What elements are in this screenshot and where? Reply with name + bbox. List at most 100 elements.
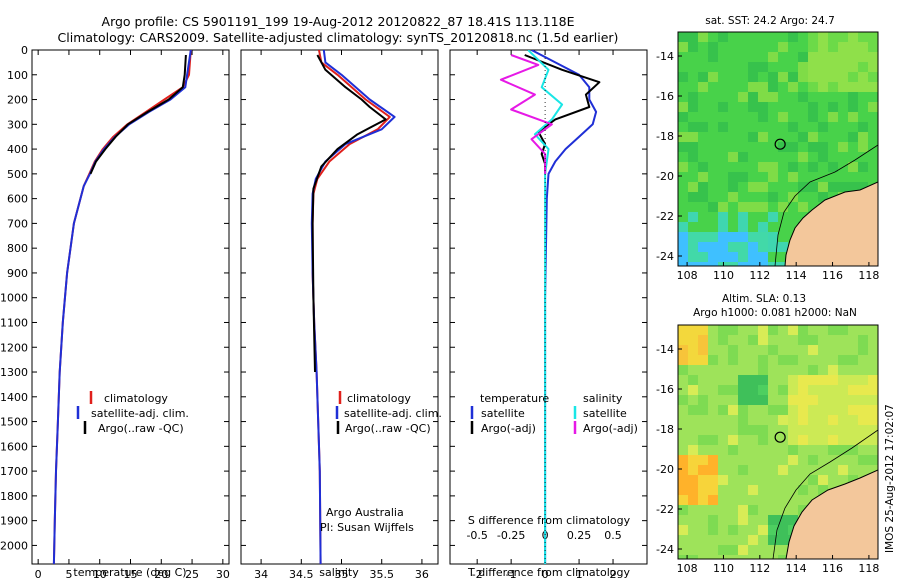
field-cell [838, 415, 848, 425]
field-cell [808, 132, 818, 142]
field-cell [678, 485, 688, 495]
x-tick-label: 2 [610, 568, 617, 580]
field-cell [718, 252, 728, 262]
x-tick-label: 15 [124, 568, 138, 580]
field-cell [718, 545, 728, 555]
field-cell [698, 82, 708, 92]
field-cell [768, 525, 778, 535]
y-tick-label: 1900 [0, 515, 28, 528]
field-cell [758, 325, 768, 335]
field-cell [708, 202, 718, 212]
field-cell [858, 132, 868, 142]
y-tick-label: 1600 [0, 440, 28, 453]
field-cell [788, 405, 798, 415]
field-cell [808, 72, 818, 82]
y-tick-label: 600 [7, 193, 28, 206]
field-cell [828, 32, 838, 42]
field-cell [678, 242, 688, 252]
field-cell [718, 335, 728, 345]
field-cell [818, 375, 828, 385]
field-cell [708, 475, 718, 485]
field-cell [738, 405, 748, 415]
field-cell [698, 355, 708, 365]
field-cell [848, 395, 858, 405]
field-cell [838, 62, 848, 72]
field-cell [678, 262, 688, 266]
legend-title-temperature: temperature [480, 392, 549, 405]
field-cell [768, 232, 778, 242]
field-cell [818, 425, 828, 435]
field-cell [688, 122, 698, 132]
field-cell [738, 152, 748, 162]
field-cell [718, 202, 728, 212]
legend-label-temp-argo: Argo(-adj) [481, 422, 536, 435]
field-cell [868, 405, 878, 415]
field-cell [848, 102, 858, 112]
field-cell [798, 375, 808, 385]
series-line-argo-adj [524, 54, 601, 174]
field-cell [698, 455, 708, 465]
field-cell [808, 52, 818, 62]
field-cell [798, 52, 808, 62]
field-cell [858, 122, 868, 132]
field-cell [828, 52, 838, 62]
legend-label-satellite: satellite-adj. clim. [91, 407, 189, 420]
temperature-ticks: 0 5 10 15 20 25 30 [35, 50, 230, 581]
field-cell [748, 375, 758, 385]
field-cell [758, 112, 768, 122]
series-line-climatology [52, 50, 192, 564]
field-cell [798, 335, 808, 345]
map-x-tick-label: 108 [677, 269, 698, 282]
field-cell [778, 555, 788, 559]
field-cell [838, 375, 848, 385]
field-cell [778, 515, 788, 525]
field-cell [848, 435, 858, 445]
field-cell [678, 355, 688, 365]
field-cell [788, 82, 798, 92]
field-cell [738, 375, 748, 385]
field-cell [688, 455, 698, 465]
field-cell [828, 182, 838, 192]
field-cell [708, 355, 718, 365]
difference-xlabel: T difference from climatology [467, 566, 630, 579]
field-cell [758, 162, 768, 172]
field-cell [808, 475, 818, 485]
field-cell [798, 62, 808, 72]
map-x-tick-label: 118 [858, 269, 879, 282]
field-cell [868, 415, 878, 425]
field-cell [858, 345, 868, 355]
field-cell [798, 182, 808, 192]
map-x-tick-label: 110 [713, 269, 734, 282]
field-cell [818, 485, 828, 495]
field-cell [818, 52, 828, 62]
field-cell [768, 172, 778, 182]
difference-series [499, 50, 601, 564]
field-cell [708, 455, 718, 465]
field-cell [798, 325, 808, 335]
legend-title-salinity: salinity [583, 392, 623, 405]
y-tick-label: 200 [7, 94, 28, 107]
field-cell [798, 385, 808, 395]
field-cell [708, 435, 718, 445]
y-tick-label: 1200 [0, 341, 28, 354]
field-cell [688, 152, 698, 162]
sst-map-frame [677, 31, 879, 267]
field-cell [698, 162, 708, 172]
sla-land [785, 469, 878, 559]
x-tick-label: 1 [576, 568, 583, 580]
sst-map-title: sat. SST: 24.2 Argo: 24.7 [705, 15, 835, 27]
legend-label-sal-satellite: satellite [583, 407, 627, 420]
map-y-tick-label: -20 [656, 170, 674, 183]
field-cell [768, 212, 778, 222]
field-cell [708, 515, 718, 525]
field-cell [858, 42, 868, 52]
field-cell [688, 355, 698, 365]
field-cell [858, 385, 868, 395]
field-cell [698, 465, 708, 475]
difference-xlabel-top: S difference from climatology [468, 514, 631, 527]
field-cell [788, 122, 798, 132]
field-cell [768, 82, 778, 92]
field-cell [778, 525, 788, 535]
y-tick-label: 1300 [0, 366, 28, 379]
field-cell [788, 385, 798, 395]
